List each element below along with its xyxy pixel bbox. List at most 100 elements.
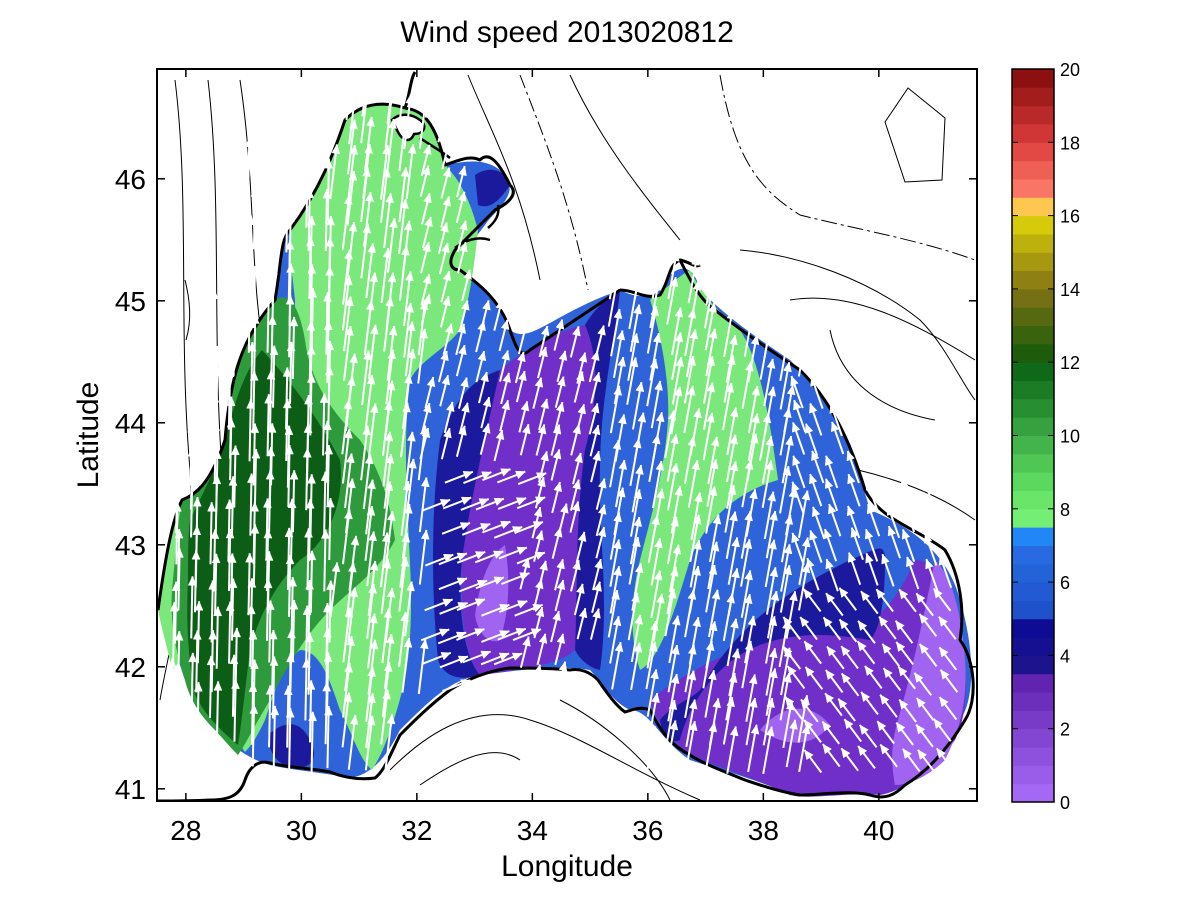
colorbar-tick-label: 14	[1060, 280, 1080, 300]
colorbar-step	[1012, 710, 1054, 730]
wind-arrow	[778, 619, 791, 668]
wind-arrow	[763, 491, 776, 540]
wind-arrow	[418, 93, 430, 149]
wind-arrow	[702, 381, 716, 430]
contour-line	[207, 79, 223, 471]
wind-arrow	[306, 236, 315, 299]
wind-arrow	[380, 144, 391, 200]
colorbar-tick-label: 20	[1060, 60, 1080, 80]
wind-arrow	[398, 556, 410, 612]
wind-arrow	[342, 662, 353, 718]
wind-arrow	[424, 376, 436, 409]
y-tick-label: 45	[115, 286, 146, 317]
wind-arrow	[324, 705, 333, 769]
wind-arrow	[689, 514, 702, 563]
colorbar-step	[1012, 765, 1054, 785]
wind-arrow	[810, 375, 824, 409]
wind-arrow	[384, 92, 396, 148]
wind-arrow	[627, 332, 640, 381]
wind-arrow	[589, 607, 601, 640]
colorbar-step	[1012, 270, 1054, 290]
wind-arrow	[856, 640, 876, 665]
wind-arrow	[285, 444, 294, 508]
contour-line	[389, 714, 701, 801]
wind-arrow	[210, 392, 220, 456]
wind-arrow	[857, 620, 876, 644]
wind-arrow	[806, 557, 820, 591]
wind-arrow	[398, 245, 410, 301]
colorbar-step	[1012, 563, 1054, 583]
wind-arrow	[840, 645, 859, 670]
wind-arrow	[825, 558, 839, 592]
wind-arrow	[385, 348, 397, 405]
colorbar-step	[1012, 123, 1054, 143]
wind-arrow	[704, 721, 718, 770]
wind-arrow	[573, 370, 585, 403]
wind-arrow	[499, 399, 510, 432]
colorbar-tick-label: 8	[1060, 500, 1070, 520]
wind-arrow	[493, 429, 505, 462]
wind-arrow	[439, 295, 451, 328]
wind-arrow	[320, 85, 330, 149]
colorbar-step	[1012, 508, 1054, 528]
wind-arrow	[572, 452, 583, 485]
wind-arrow	[367, 402, 379, 459]
wind-arrow	[704, 302, 717, 351]
wind-arrow	[780, 543, 793, 592]
sea-region-navy	[268, 724, 314, 769]
wind-arrow	[320, 528, 330, 592]
wind-arrow	[497, 497, 527, 510]
wind-arrow	[533, 529, 544, 562]
colorbar-step	[1012, 417, 1054, 436]
wind-arrow	[898, 698, 917, 723]
wind-arrow	[576, 607, 588, 640]
wind-arrow	[860, 691, 879, 716]
wind-arrow	[438, 350, 449, 383]
wind-arrow	[649, 280, 662, 329]
wind-arrow	[463, 471, 492, 485]
wind-arrow	[685, 698, 698, 748]
wind-arrow	[213, 606, 223, 669]
wind-arrow	[685, 720, 698, 769]
wind-arrow	[493, 652, 523, 666]
wind-arrow	[458, 299, 470, 332]
wind-arrow	[456, 165, 467, 198]
wind-arrow	[743, 308, 757, 357]
wind-arrow	[267, 157, 277, 221]
wind-arrow	[456, 220, 468, 253]
wind-arrow	[456, 598, 486, 612]
wind-arrow	[479, 423, 491, 455]
wind-arrow	[360, 425, 371, 481]
wind-arrow	[441, 137, 453, 170]
wind-arrow	[168, 444, 178, 508]
wind-arrow	[231, 678, 240, 742]
wind-arrow	[886, 505, 901, 539]
background-contours	[159, 74, 976, 801]
wind-arrow	[569, 325, 581, 358]
wind-arrow	[418, 476, 430, 533]
wind-arrow	[442, 323, 454, 356]
wind-arrow	[493, 299, 505, 331]
wind-arrow	[631, 562, 644, 611]
wind-arrow	[780, 514, 794, 563]
wind-arrow	[646, 668, 659, 717]
wind-arrow	[879, 743, 898, 768]
contour-line	[789, 297, 976, 361]
wind-arrow	[925, 558, 939, 592]
coastline-detail	[419, 136, 500, 249]
wind-arrow	[211, 553, 221, 616]
wind-arrow	[837, 698, 856, 722]
wind-arrow	[938, 616, 957, 640]
wind-arrow	[765, 566, 779, 615]
wind-arrow	[809, 529, 823, 563]
wind-arrow	[844, 400, 858, 434]
wind-arrow	[404, 321, 416, 377]
wind-arrow	[865, 552, 879, 586]
sea-region-purple	[650, 560, 966, 797]
wind-arrow	[306, 372, 316, 436]
wind-arrow	[551, 526, 563, 559]
wind-arrow	[725, 672, 738, 721]
wind-arrow	[745, 673, 758, 722]
wind-arrow	[779, 564, 793, 613]
wind-arrow	[554, 633, 566, 666]
